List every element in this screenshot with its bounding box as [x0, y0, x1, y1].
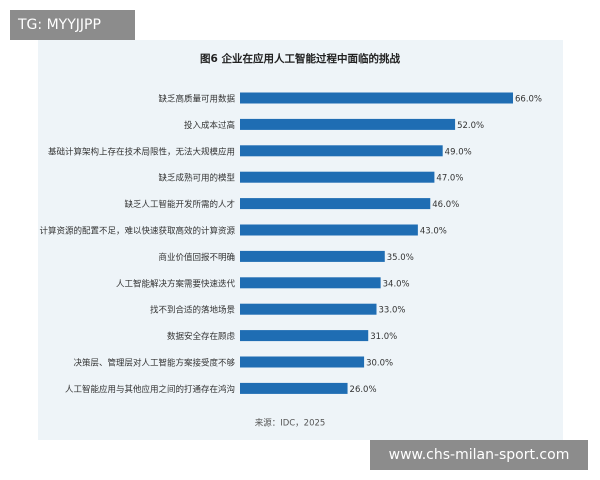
value-label: 33.0%: [379, 306, 406, 316]
bar: [240, 224, 418, 236]
value-label: 46.0%: [432, 200, 459, 210]
value-label: 49.0%: [445, 147, 472, 157]
value-label: 31.0%: [370, 332, 397, 342]
value-label: 30.0%: [366, 359, 393, 369]
chart-card: [38, 40, 563, 440]
category-label: 缺乏成熟可用的模型: [158, 173, 235, 184]
bar: [240, 118, 456, 130]
category-label: 决策层、管理层对人工智能方案接受度不够: [73, 358, 235, 369]
category-label: 商业价值回报不明确: [158, 252, 235, 263]
watermark: TG: MYYJJPP: [17, 17, 101, 33]
category-label: 计算资源的配置不足，难以快速获取高效的计算资源: [39, 226, 235, 237]
watermark: www.chs-milan-sport.com: [389, 447, 570, 463]
category-label: 找不到合适的落地场景: [150, 305, 235, 316]
category-label: 人工智能应用与其他应用之间的打通存在鸿沟: [65, 384, 235, 395]
bar: [240, 277, 381, 289]
watermark-box: [370, 440, 588, 470]
bar: [240, 330, 369, 342]
category-label: 投入成本过高: [184, 120, 235, 131]
bar: [240, 198, 431, 210]
value-label: 66.0%: [515, 95, 542, 105]
bar: [240, 250, 385, 262]
bar: [240, 171, 435, 183]
category-label: 缺乏高质量可用数据: [158, 94, 235, 105]
chart-title: 图6 企业在应用人工智能过程中面临的挑战: [200, 52, 400, 65]
bar: [240, 303, 377, 315]
bar: [240, 92, 513, 104]
category-label: 缺乏人工智能开发所需的人才: [124, 199, 235, 210]
source-note: 来源：IDC，2025: [255, 419, 326, 429]
value-label: 26.0%: [350, 385, 377, 395]
category-label: 人工智能解决方案需要快速迭代: [116, 278, 236, 289]
value-label: 35.0%: [387, 253, 414, 263]
bar: [240, 356, 365, 368]
bar: [240, 382, 348, 394]
value-label: 52.0%: [457, 121, 484, 131]
category-label: 基础计算架构上存在技术局限性，无法大规模应用: [48, 146, 235, 157]
value-label: 47.0%: [436, 174, 463, 184]
category-label: 数据安全存在顾虑: [167, 331, 236, 342]
bar: [240, 145, 443, 157]
value-label: 34.0%: [383, 279, 410, 289]
value-label: 43.0%: [420, 227, 447, 237]
watermark-box: [10, 10, 135, 40]
